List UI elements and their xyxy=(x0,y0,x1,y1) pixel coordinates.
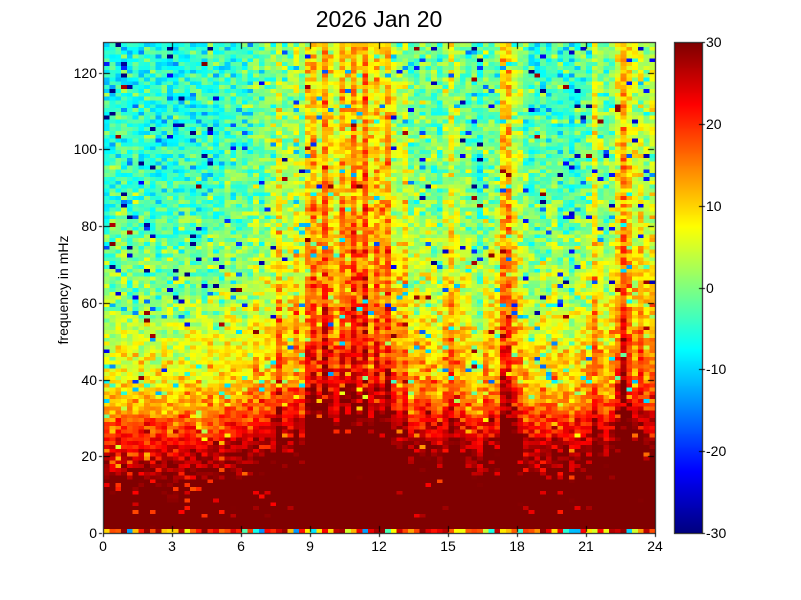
y-tick-label: 40 xyxy=(81,371,97,388)
y-tick-label: 80 xyxy=(81,218,97,235)
x-tick-label: 15 xyxy=(440,538,456,554)
x-tick-label: 21 xyxy=(578,538,594,554)
x-tick-label: 0 xyxy=(99,538,107,554)
colorbar-tick-label: 0 xyxy=(706,279,714,296)
x-tick-label: 18 xyxy=(509,538,525,554)
y-tick-label: 120 xyxy=(73,64,97,81)
x-tick-label: 12 xyxy=(371,538,387,554)
x-tick-label: 9 xyxy=(306,538,314,554)
x-tick-label: 24 xyxy=(647,538,663,554)
x-tick-label: 6 xyxy=(237,538,245,554)
y-tick-label: 0 xyxy=(89,525,97,541)
y-tick-label: 100 xyxy=(73,141,97,158)
colorbar-tick-label: 30 xyxy=(706,34,722,50)
colorbar-tick-label: 10 xyxy=(706,197,722,214)
y-tick-label: 60 xyxy=(81,294,97,311)
colorbar-tick-label: -10 xyxy=(706,361,727,378)
y-tick-label: 20 xyxy=(81,448,97,465)
colorbar-tick-label: -30 xyxy=(706,525,727,541)
x-tick-label: 3 xyxy=(168,538,176,554)
colorbar-tick-label: -20 xyxy=(706,443,727,460)
colorbar-tick-label: 20 xyxy=(706,115,722,132)
